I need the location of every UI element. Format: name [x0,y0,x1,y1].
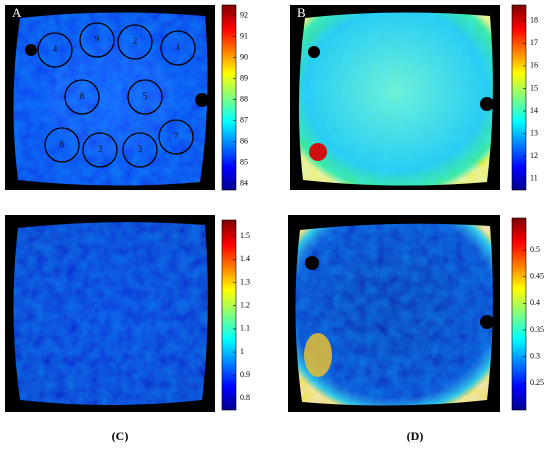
region-label: 1 [176,42,181,52]
colorbar-tick-label: 90 [240,52,248,61]
colorbar-tick-label: 0.45 [530,271,544,280]
panel-label: B [297,5,306,20]
panel-d-image [288,215,500,412]
region-label: 2 [133,36,138,46]
region-circle [82,132,118,168]
colorbar-tick-label: 12 [530,151,538,160]
region-circle [44,127,80,163]
region-circle [64,79,100,115]
colorbar-tick-label: 1.3 [240,277,250,286]
region-label: 5 [143,91,148,101]
region-circle [79,22,115,58]
colorbar-tick-label: 0.25 [530,378,544,387]
colorbar [511,4,527,191]
region-label: 6 [60,139,65,149]
colorbar-tick-label: 1.5 [240,231,250,240]
colorbar-tick-label: 15 [530,83,538,92]
colorbar-tick-label: 16 [530,61,538,70]
colorbar-tick-label: 88 [240,94,248,103]
colorbar-tick-label: 89 [240,73,248,82]
panel-label: A [12,5,22,20]
region-circle [127,79,163,115]
colorbar-tick-label: 0.35 [530,325,544,334]
region-circle [37,32,73,68]
region-label: 3 [98,144,103,154]
colorbar-tick-label: 84 [240,179,248,188]
region-label: 9 [95,34,100,44]
colorbar-tick-label: 0.3 [530,351,540,360]
colorbar [221,219,237,411]
colorbar-tick-label: 11 [530,174,538,183]
colorbar-tick-label: 0.8 [240,393,250,402]
region-label: 7 [174,131,179,141]
colorbar-tick-label: 85 [240,157,248,166]
colorbar [221,4,237,191]
colorbar-tick-label: 1.1 [240,324,250,333]
region-label: 4 [53,44,58,54]
panel-a-image [5,5,215,190]
region-label: 3 [138,144,143,154]
colorbar-tick-label: 14 [530,106,538,115]
colorbar-tick-label: 1 [240,347,244,356]
region-circle [122,132,158,168]
panel-caption: (D) [407,429,424,443]
colorbar-tick-label: 92 [240,10,248,19]
region-label: 8 [80,91,85,101]
colorbar [511,217,527,411]
region-circle [158,119,194,155]
panel-caption: (C) [112,429,129,443]
colorbar-tick-label: 1.2 [240,301,250,310]
colorbar-tick-label: 91 [240,31,248,40]
colorbar-tick-label: 86 [240,136,248,145]
region-circle [117,24,153,60]
panel-b-image [290,5,500,190]
colorbar-tick-label: 1.4 [240,254,250,263]
colorbar-tick-label: 0.5 [530,245,540,254]
region-circle [160,30,196,66]
colorbar-tick-label: 17 [530,38,538,47]
colorbar-tick-label: 0.9 [240,370,250,379]
panel-c-image [5,215,215,412]
colorbar-tick-label: 13 [530,128,538,137]
colorbar-tick-label: 87 [240,115,248,124]
colorbar-tick-label: 18 [530,16,538,25]
colorbar-tick-label: 0.4 [530,298,540,307]
